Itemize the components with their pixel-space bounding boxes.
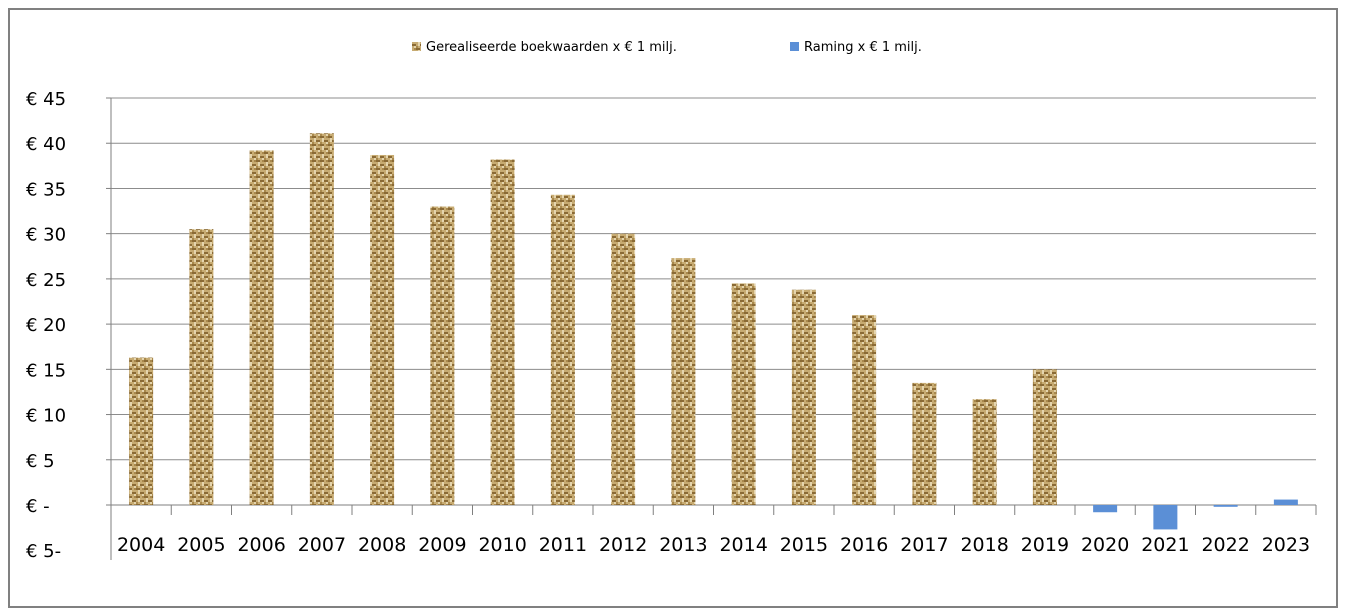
x-tick-label: 2013	[659, 534, 707, 556]
y-tick-label: € 5	[26, 451, 55, 472]
legend-label-realised: Gerealiseerde boekwaarden x € 1 milj.	[426, 40, 677, 55]
bar-realised-2013	[671, 258, 696, 505]
x-tick-label: 2020	[1081, 534, 1129, 556]
legend-swatch-realised	[412, 42, 421, 51]
bar-realised-2012	[611, 233, 636, 505]
legend-swatch-estimate	[790, 42, 799, 51]
y-tick-label: € 15	[26, 360, 66, 381]
x-tick-label: 2022	[1201, 534, 1249, 556]
x-tick-label: 2006	[237, 534, 285, 556]
x-tick-label: 2004	[117, 534, 165, 556]
y-tick-label: € 5-	[26, 541, 61, 562]
legend-label-estimate: Raming x € 1 milj.	[804, 40, 922, 55]
x-tick-label: 2015	[780, 534, 828, 556]
bars	[129, 133, 1298, 530]
gridlines	[106, 97, 1317, 560]
bar-realised-2006	[249, 150, 274, 506]
x-tick-label: 2018	[960, 534, 1008, 556]
bar-estimate-2023	[1273, 499, 1298, 505]
x-tick-label: 2019	[1021, 534, 1069, 556]
x-tick-label: 2008	[358, 534, 406, 556]
x-axis-category-labels: 2004 2005 2006 2007 2008 2009 2010 2011 2012 2013…	[117, 534, 1310, 556]
y-axis-tick-labels: € 45 € 40 € 35 € 30 € 25 € 20 € 15 € 10 € 5 € - € …	[26, 89, 66, 562]
y-tick-label: € -	[26, 496, 50, 517]
bar-estimate-2021	[1153, 505, 1178, 530]
bar-realised-2011	[550, 194, 575, 505]
bar-realised-2009	[430, 206, 455, 506]
bar-realised-2014	[731, 283, 756, 505]
y-tick-label: € 30	[26, 225, 66, 246]
y-tick-label: € 40	[26, 134, 66, 155]
bar-realised-2015	[791, 289, 816, 505]
bar-realised-2010	[490, 159, 515, 505]
x-tick-label: 2023	[1262, 534, 1310, 556]
x-tick-label: 2009	[418, 534, 466, 556]
bar-estimate-2020	[1093, 505, 1118, 513]
x-tick-label: 2011	[539, 534, 587, 556]
y-tick-label: € 45	[26, 89, 66, 110]
bar-realised-2019	[1032, 369, 1057, 505]
y-tick-label: € 25	[26, 270, 66, 291]
bar-realised-2018	[972, 399, 997, 505]
x-tick-label: 2007	[298, 534, 346, 556]
x-tick-label: 2012	[599, 534, 647, 556]
bar-realised-2008	[370, 154, 395, 506]
bar-realised-2017	[912, 382, 937, 505]
bar-estimate-2022	[1213, 505, 1238, 507]
x-tick-label: 2016	[840, 534, 888, 556]
x-tick-label: 2010	[478, 534, 526, 556]
x-tick-label: 2014	[719, 534, 767, 556]
bar-realised-2004	[129, 357, 154, 505]
legend: Gerealiseerde boekwaarden x € 1 milj. Ra…	[412, 40, 922, 55]
y-tick-label: € 35	[26, 179, 66, 200]
bar-realised-2007	[309, 133, 334, 506]
x-tick-label: 2017	[900, 534, 948, 556]
bar-realised-2016	[852, 315, 877, 505]
bar-realised-2005	[189, 229, 214, 505]
y-tick-label: € 20	[26, 315, 66, 336]
y-tick-label: € 10	[26, 406, 66, 427]
x-tick-label: 2021	[1141, 534, 1189, 556]
bar-chart: Gerealiseerde boekwaarden x € 1 milj. Ra…	[26, 40, 1317, 562]
x-tick-label: 2005	[177, 534, 225, 556]
